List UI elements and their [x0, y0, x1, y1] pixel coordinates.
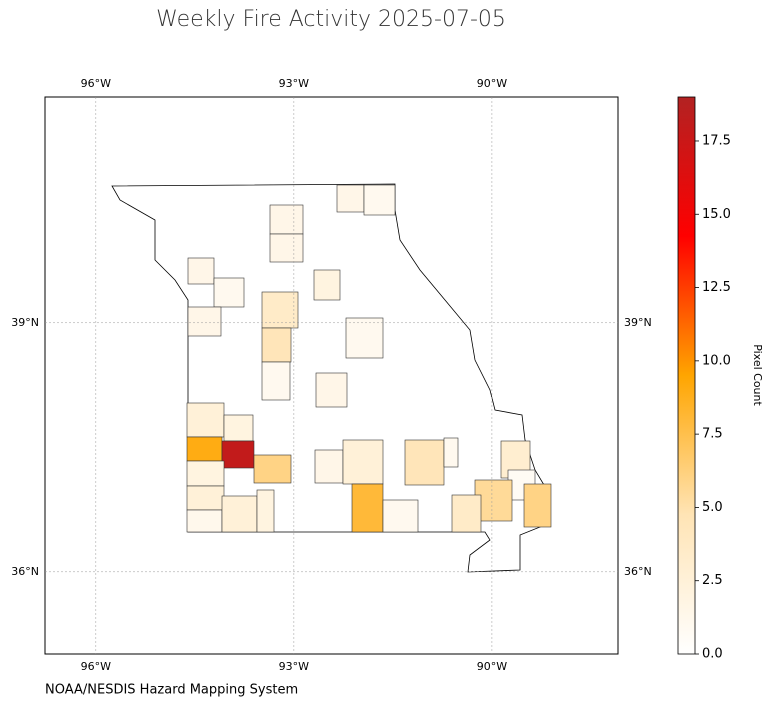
colorbar-tick-label: 0.0: [702, 647, 723, 662]
county: [336, 184, 365, 213]
county: [261, 291, 299, 329]
credit: NOAA/NESDIS Hazard Mapping System: [45, 683, 298, 698]
county: [261, 327, 292, 363]
lat-label-left: 39°N: [11, 316, 39, 329]
county: [221, 440, 255, 469]
lat-label-left: 36°N: [11, 565, 39, 578]
county: [345, 317, 384, 359]
lat-label-right: 39°N: [624, 316, 652, 329]
county: [451, 494, 482, 533]
county: [313, 269, 341, 301]
county: [269, 233, 304, 263]
map-title: Weekly Fire Activity 2025-07-05: [156, 7, 506, 32]
county: [221, 495, 258, 533]
county: [186, 509, 223, 533]
colorbar-label: Pixel Count: [751, 344, 764, 406]
colorbar-tick-label: 7.5: [702, 427, 723, 442]
counties: [186, 184, 552, 533]
county: [186, 485, 225, 511]
colorbar-tick-label: 2.5: [702, 573, 723, 588]
county: [253, 454, 292, 484]
county: [382, 499, 419, 533]
colorbar: [677, 96, 696, 655]
lon-label-bottom: 93°W: [279, 660, 309, 673]
lon-label-top: 90°W: [477, 77, 507, 90]
county: [363, 184, 396, 216]
county: [186, 436, 223, 462]
county: [186, 402, 225, 438]
lat-label-right: 36°N: [624, 565, 652, 578]
lon-label-bottom: 90°W: [477, 660, 507, 673]
colorbar-tick-label: 12.5: [702, 280, 731, 295]
county: [443, 437, 459, 468]
county: [261, 361, 291, 401]
county: [269, 204, 304, 235]
colorbar-tick-label: 5.0: [702, 500, 723, 515]
county: [315, 372, 348, 408]
county: [342, 439, 384, 485]
county: [213, 277, 245, 308]
county: [351, 483, 384, 533]
colorbar-tick-label: 17.5: [702, 133, 731, 148]
county: [256, 489, 275, 533]
county: [223, 414, 254, 442]
county: [186, 460, 225, 487]
lon-label-top: 93°W: [279, 77, 309, 90]
county: [314, 449, 344, 484]
county: [187, 306, 222, 337]
county: [523, 483, 552, 528]
colorbar-tick-label: 10.0: [702, 353, 731, 368]
lon-label-top: 96°W: [81, 77, 111, 90]
county: [187, 257, 215, 285]
lon-label-bottom: 96°W: [81, 660, 111, 673]
county: [404, 439, 445, 486]
colorbar-tick-label: 15.0: [702, 207, 731, 222]
